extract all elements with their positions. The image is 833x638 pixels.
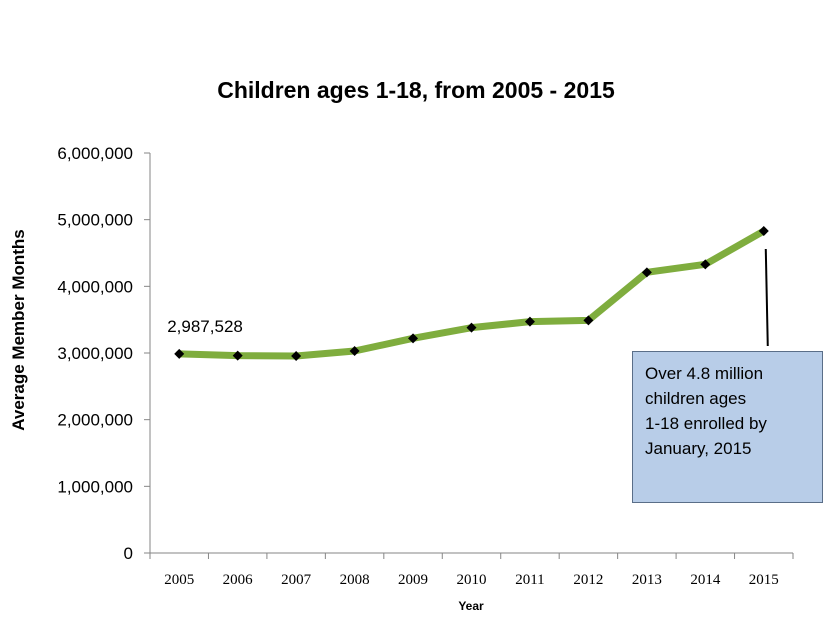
y-tick-label: 1,000,000 [57, 477, 133, 496]
series [174, 226, 769, 361]
x-tick-label: 2015 [749, 572, 779, 588]
data-point [408, 333, 419, 344]
x-tick-label: 2012 [573, 572, 603, 588]
y-tick-label: 6,000,000 [57, 144, 133, 163]
series-line [175, 227, 768, 360]
y-tick-label: 5,000,000 [57, 211, 133, 230]
x-tick-label: 2011 [515, 572, 544, 588]
data-point [174, 348, 185, 359]
data-point [466, 322, 477, 333]
callout-line-3: 1-18 enrolled by [645, 414, 767, 433]
data-labels: 2,987,528 [167, 317, 243, 336]
data-point [232, 350, 243, 361]
x-tick-label: 2008 [340, 572, 370, 588]
chart-title: Children ages 1-18, from 2005 - 2015 [217, 77, 615, 103]
x-axis-label: Year [458, 599, 484, 613]
y-tick-label: 0 [124, 544, 133, 563]
data-point [758, 226, 769, 236]
data-point [349, 346, 360, 356]
data-point [291, 351, 302, 361]
x-ticks: 2005 2006 2007 2008 2009 2010 2011 2012 2013 2014… [149, 553, 794, 588]
x-tick-label: 2013 [632, 572, 662, 588]
callout-box: Over 4.8 million children ages 1-18 enro… [632, 351, 823, 503]
callout-pointer-line [764, 248, 769, 347]
x-tick-label: 2007 [281, 572, 312, 588]
y-ticks: 0 1,000,000 2,000,000 3,000,000 4,000,000 5,0… [57, 144, 150, 563]
y-tick-label: 2,000,000 [57, 411, 133, 430]
y-tick-label: 3,000,000 [57, 344, 133, 363]
x-tick-label: 2014 [690, 572, 721, 588]
y-tick-label: 4,000,000 [57, 277, 133, 296]
x-tick-label: 2010 [457, 572, 487, 588]
y-axis-label: Average Member Months [9, 229, 28, 431]
data-point [700, 259, 711, 270]
x-tick-label: 2005 [164, 572, 194, 588]
data-label: 2,987,528 [167, 317, 243, 336]
x-tick-label: 2009 [398, 572, 428, 588]
x-tick-label: 2006 [223, 572, 254, 588]
data-point [524, 316, 535, 327]
callout-line-2: children ages [645, 389, 747, 408]
callout-line-1: Over 4.8 million [645, 364, 764, 383]
callout-line-4: January, 2015 [645, 439, 752, 458]
data-point [583, 315, 594, 326]
data-point [641, 267, 652, 278]
